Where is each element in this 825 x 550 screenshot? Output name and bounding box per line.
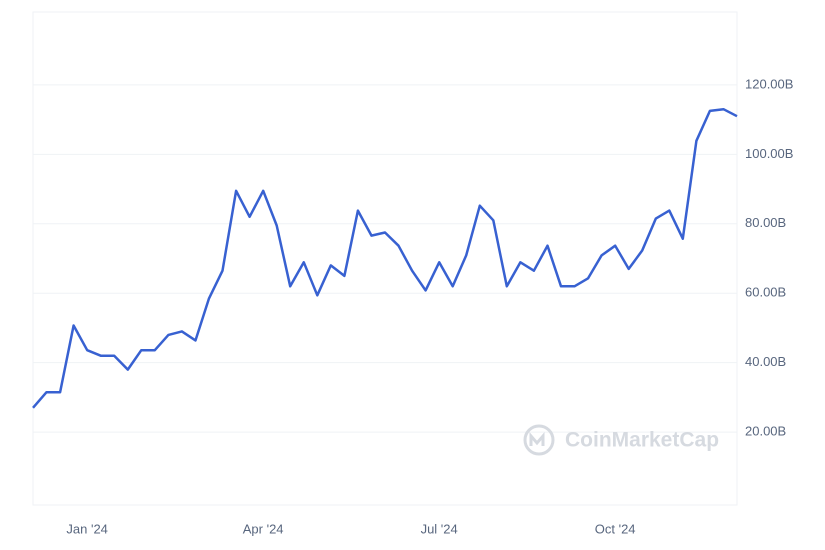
y-tick-label: 40.00B <box>745 354 786 369</box>
watermark-logo <box>523 424 555 456</box>
y-tick-label: 80.00B <box>745 215 786 230</box>
y-tick-label: 100.00B <box>745 146 793 161</box>
logo-mark <box>529 431 545 446</box>
y-tick-label: 60.00B <box>745 285 786 300</box>
logo-circle <box>523 424 555 456</box>
y-tick-label: 120.00B <box>745 76 793 91</box>
x-tick-label: Oct '24 <box>595 521 636 536</box>
plot-frame <box>32 11 738 506</box>
x-tick-label: Apr '24 <box>243 521 284 536</box>
x-tick-label: Jan '24 <box>66 521 108 536</box>
watermark: CoinMarketCap <box>565 429 719 452</box>
price-line <box>32 107 738 409</box>
x-tick-label: Jul '24 <box>421 521 458 536</box>
y-tick-label: 20.00B <box>745 424 786 439</box>
